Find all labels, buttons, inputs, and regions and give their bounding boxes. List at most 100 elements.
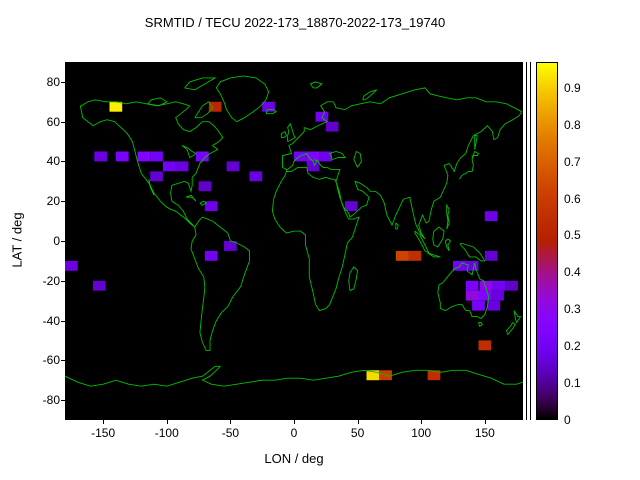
world-map [65, 75, 523, 387]
x-tick-mark [103, 420, 105, 424]
heatmap-cell [109, 101, 123, 112]
coastline [427, 252, 441, 258]
colorbar-tick-label: 0.2 [564, 339, 581, 354]
y-tick-mark [61, 201, 65, 203]
heatmap-cell [465, 260, 479, 271]
coastline [148, 179, 155, 196]
heatmap-cell [453, 260, 466, 271]
heatmap-cell [472, 300, 485, 311]
coastline [309, 81, 323, 89]
coastline [265, 109, 278, 115]
coastline [215, 75, 270, 123]
heatmap-cell [366, 370, 380, 381]
heatmap-cell [204, 201, 218, 212]
heatmap-cell [479, 280, 493, 291]
coastline [348, 266, 359, 292]
y-tick-label: -40 [42, 313, 60, 328]
y-tick-label: 80 [46, 74, 60, 89]
colorbar-tick-label: 0.5 [564, 228, 581, 243]
x-tick-label: 50 [350, 426, 365, 440]
heatmap-cell [465, 290, 479, 301]
coastline [459, 150, 480, 180]
y-axis-label: LAT / deg [9, 212, 25, 268]
heatmap-cell [204, 250, 218, 261]
x-tick-label: 150 [474, 426, 495, 440]
coastline [329, 151, 346, 161]
heatmap-cell [208, 101, 222, 112]
x-tick-mark [294, 420, 295, 424]
heatmap-cell [325, 121, 339, 132]
coastline [194, 101, 214, 119]
plot-area [65, 62, 523, 420]
heatmap-cell [487, 300, 501, 311]
x-tick-label: -100 [154, 426, 179, 440]
coastline [199, 200, 208, 206]
x-axis-label: LON / deg [264, 451, 324, 466]
coastline [147, 97, 168, 107]
colorbar-separator-line [530, 62, 531, 420]
x-tick-mark [230, 420, 232, 424]
y-tick-mark [61, 161, 65, 163]
heatmap-cell [478, 290, 492, 301]
heatmap-cell [427, 370, 441, 381]
x-tick-mark [166, 420, 168, 424]
heatmap-cell [93, 280, 106, 291]
heatmap-cell [505, 280, 518, 291]
x-tick-label: 100 [411, 426, 432, 440]
heatmap-cell [163, 161, 176, 172]
coastline [271, 87, 523, 312]
coastline [460, 242, 486, 262]
coastline [190, 216, 250, 351]
y-tick-label: -60 [42, 353, 60, 368]
colorbar-tick-label: 0.3 [564, 302, 581, 317]
coastline [478, 322, 483, 328]
colorbar-tick-label: 0.6 [564, 191, 581, 206]
coastline [280, 130, 287, 139]
coastline [432, 226, 445, 248]
colorbar-tick-label: 0.1 [564, 376, 581, 391]
heatmap-cell [262, 101, 275, 112]
y-tick-mark [61, 241, 65, 242]
y-tick-mark [61, 81, 65, 83]
coastline [353, 150, 362, 168]
heatmap-cell [196, 151, 209, 162]
coastline [287, 122, 296, 142]
coastline [513, 310, 522, 324]
heatmap-cell [137, 151, 151, 162]
coastline [65, 365, 523, 387]
heatmap-cell [344, 201, 358, 212]
x-tick-label: 0 [290, 426, 298, 440]
colorbar-tick-label: 0.9 [564, 80, 581, 95]
coastline [184, 77, 217, 91]
coastline [437, 262, 490, 320]
y-tick-label: 20 [46, 194, 60, 209]
x-tick-mark [484, 420, 486, 424]
heatmap-cell [492, 280, 506, 291]
y-tick-label: -20 [42, 273, 60, 288]
heatmap-cell [408, 250, 422, 261]
y-tick-mark [61, 280, 65, 282]
x-tick-label: -50 [221, 426, 240, 440]
coastline [446, 203, 450, 230]
heatmap-cell [465, 280, 479, 291]
x-tick-mark [357, 420, 359, 424]
heatmap-cell [478, 340, 492, 351]
heatmap-cell [226, 161, 240, 172]
y-tick-mark [61, 360, 65, 362]
x-tick-mark [421, 420, 423, 424]
heatmap-cell [150, 151, 163, 162]
heatmap-cell [94, 151, 107, 162]
heatmap-cell [150, 171, 163, 182]
colorbar [536, 62, 558, 420]
heatmap-cell [395, 250, 409, 261]
coastline [185, 194, 197, 202]
y-tick-label: 40 [46, 154, 60, 169]
heatmap-cell [198, 181, 212, 192]
colorbar-tick-label: 0.7 [564, 154, 581, 169]
y-tick-mark [61, 400, 65, 402]
heatmap-cell [306, 161, 320, 172]
coastline [444, 238, 452, 252]
y-tick-label: 60 [46, 114, 60, 129]
heatmap-cell [491, 290, 504, 301]
